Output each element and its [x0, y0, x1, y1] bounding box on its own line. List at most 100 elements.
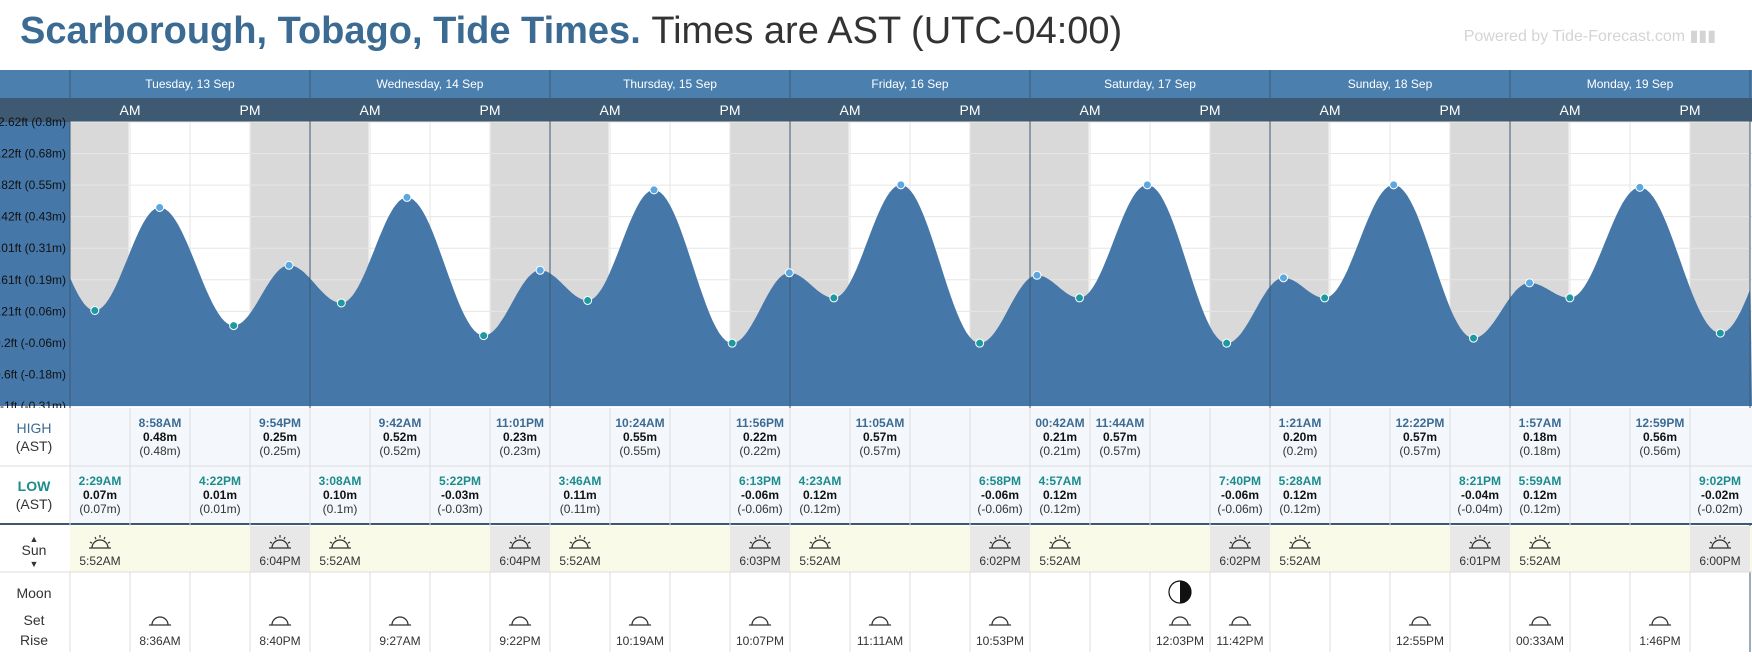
y-tick-label: 1.82ft (0.55m) — [0, 178, 66, 192]
high-tide-time: 9:42AM — [379, 416, 422, 430]
sun-ray — [1307, 541, 1311, 544]
high-tide-marker — [535, 265, 545, 275]
low-tide-height-paren: (0.12m) — [799, 502, 840, 516]
moon-rise-time: 8:40PM — [259, 634, 300, 648]
sunset-cell — [970, 526, 1030, 572]
high-tide-marker — [896, 180, 906, 190]
sun-ray — [823, 536, 826, 540]
sun-ray — [587, 541, 591, 544]
low-tide-time: 4:22PM — [199, 474, 241, 488]
sun-ray — [1229, 541, 1233, 544]
sunset-time: 6:04PM — [259, 554, 300, 568]
sun-ray — [103, 536, 106, 540]
sun-icon — [1291, 539, 1309, 549]
sun-ray — [767, 541, 771, 544]
low-tide-time: 6:13PM — [739, 474, 781, 488]
low-tide-height: -0.03m — [441, 488, 479, 502]
sun-ray — [1543, 536, 1546, 540]
high-tide-marker — [284, 260, 294, 270]
sun-ray — [1294, 536, 1297, 540]
high-tide-height: 0.57m — [863, 430, 897, 444]
sunset-time: 6:01PM — [1459, 554, 1500, 568]
high-tide-marker — [649, 185, 659, 195]
low-tide-height-paren: (0.12m) — [1279, 502, 1320, 516]
moon-rise-time: 10:07PM — [736, 634, 784, 648]
sun-icon — [571, 539, 589, 549]
sunset-time: 6:02PM — [1219, 554, 1260, 568]
sun-icon — [271, 539, 289, 549]
sun-icon — [91, 539, 109, 549]
sun-icon — [1051, 539, 1069, 549]
am-label: AM — [360, 102, 381, 118]
sun-ray — [1483, 536, 1486, 540]
sun-icon — [511, 539, 529, 549]
tide-area — [0, 184, 1752, 406]
high-tide-time: 00:42AM — [1035, 416, 1084, 430]
y-tick-label: -0.6ft (-0.18m) — [0, 367, 66, 381]
high-tide-height-paren: (0.2m) — [1283, 444, 1318, 458]
sun-label-column — [0, 526, 70, 572]
low-tide-height: 0.12m — [1523, 488, 1557, 502]
high-tide-time: 11:44AM — [1096, 416, 1145, 430]
sunrise-time: 5:52AM — [1039, 554, 1080, 568]
high-tide-marker — [155, 202, 165, 212]
moon-set-time: 12:03PM — [1156, 634, 1204, 648]
high-tide-time: 12:22PM — [1396, 416, 1445, 430]
y-tick-label: 1.42ft (0.43m) — [0, 210, 66, 224]
sun-ray — [809, 541, 813, 544]
day-label: Friday, 16 Sep — [871, 77, 948, 91]
sunset-cell — [1450, 526, 1510, 572]
high-tide-height: 0.22m — [743, 430, 777, 444]
sun-ray — [574, 536, 577, 540]
high-tide-height: 0.52m — [383, 430, 417, 444]
moon-rise-icon — [271, 616, 289, 626]
high-tide-time: 12:59PM — [1636, 416, 1685, 430]
moon-set-time: 11:11AM — [857, 634, 903, 648]
y-tick-label: 2.62ft (0.8m) — [0, 115, 66, 129]
moon-set-icon — [871, 616, 889, 626]
low-tide-time: 4:57AM — [1039, 474, 1082, 488]
low-tide-marker — [336, 298, 346, 308]
low-tide-height: -0.04m — [1461, 488, 1499, 502]
sun-icon — [331, 539, 349, 549]
low-tide-height-paren: (0.12m) — [1519, 502, 1560, 516]
high-tide-time: 11:05AM — [856, 416, 905, 430]
low-tide-marker — [829, 293, 839, 303]
moon-rise-time: 00:33AM — [1516, 634, 1564, 648]
high-tide-height-paren: (0.57m) — [1399, 444, 1440, 458]
sun-icon — [1531, 539, 1549, 549]
sun-ray — [754, 536, 757, 540]
moon-set-label: Set — [23, 612, 44, 628]
y-tick-label: 0.21ft (0.06m) — [0, 304, 66, 318]
sunset-cell — [490, 526, 550, 572]
sun-icon — [991, 539, 1009, 549]
am-label: AM — [840, 102, 861, 118]
high-tide-marker — [784, 268, 794, 278]
sun-ray — [1727, 541, 1731, 544]
sun-icon — [1711, 539, 1729, 549]
low-tide-height-paren: (-0.06m) — [1217, 502, 1262, 516]
low-tide-time: 9:02PM — [1699, 474, 1741, 488]
sun-ray — [1547, 541, 1551, 544]
moon-set-icon — [151, 616, 169, 626]
sun-ray — [274, 536, 277, 540]
powered-by-link[interactable]: Powered by Tide-Forecast.com ▮▮▮ — [1464, 26, 1716, 46]
sun-ray — [827, 541, 831, 544]
low-tide-marker — [1715, 328, 1725, 338]
sun-ray — [1709, 541, 1713, 544]
high-tide-height-paren: (0.22m) — [739, 444, 780, 458]
day-header-bar — [0, 70, 1752, 98]
high-tide-height: 0.21m — [1043, 430, 1077, 444]
high-tide-time: 10:24AM — [615, 416, 664, 430]
sun-ray — [1007, 541, 1011, 544]
high-tide-height: 0.57m — [1403, 430, 1437, 444]
y-tick-label: 2.22ft (0.68m) — [0, 147, 66, 161]
sun-ray — [107, 541, 111, 544]
sunset-cell — [730, 526, 790, 572]
low-tide-height-paren: (0.12m) — [1039, 502, 1080, 516]
y-tick-label: 0.61ft (0.19m) — [0, 273, 66, 287]
high-tide-height-paren: (0.52m) — [379, 444, 420, 458]
am-label: AM — [120, 102, 141, 118]
moon-set-time: 12:55PM — [1396, 634, 1444, 648]
y-axis-background — [0, 122, 70, 406]
